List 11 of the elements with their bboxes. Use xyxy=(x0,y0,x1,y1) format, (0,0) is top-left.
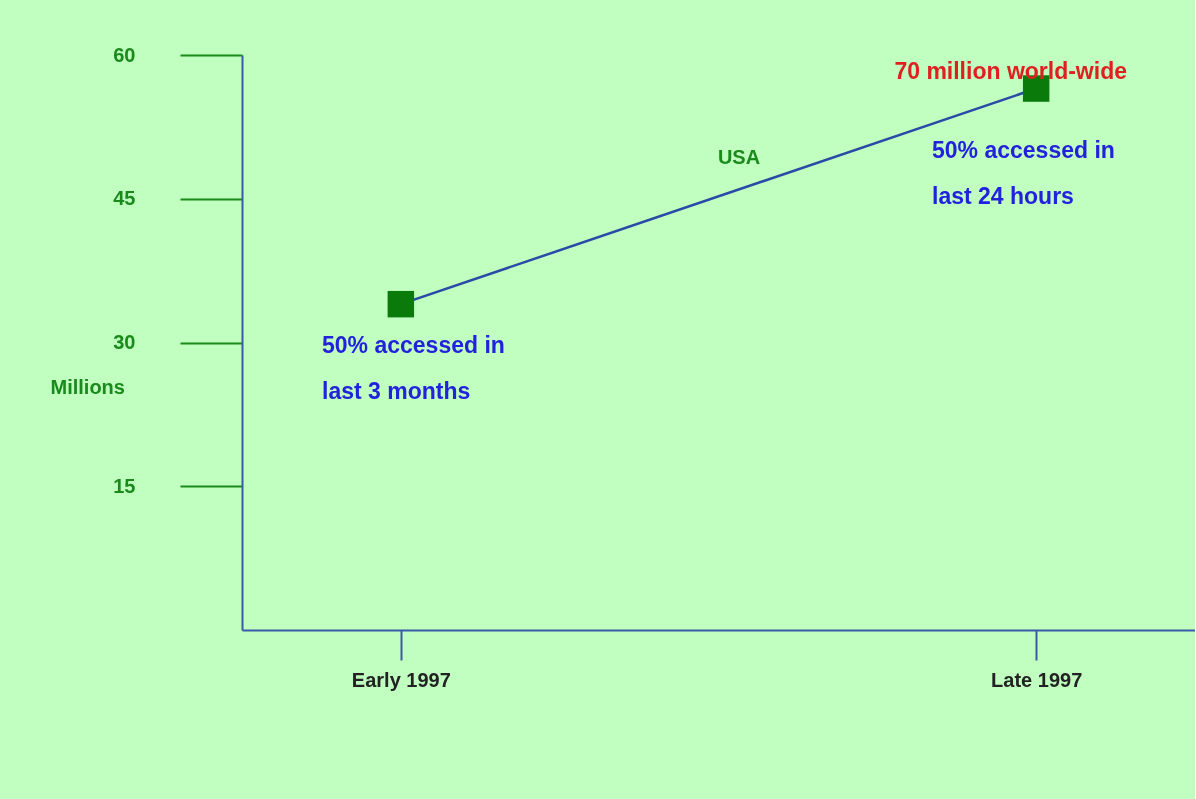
x-tick-label: Late 1997 xyxy=(991,668,1083,691)
annotation: 50% accessed in last 3 months xyxy=(322,332,505,404)
annotation: 50% accessed in last 24 hours xyxy=(932,137,1115,209)
annotation: 70 million world-wide xyxy=(894,58,1127,84)
series-label: USA xyxy=(717,146,761,168)
x-tick-label: Early 1997 xyxy=(351,668,451,691)
y-tick-label: 30 xyxy=(113,331,136,353)
y-axis-title: Millions xyxy=(50,375,125,398)
y-tick-label: 60 xyxy=(113,43,136,66)
y-tick-label: 15 xyxy=(113,474,136,497)
y-tick-label: 45 xyxy=(113,187,136,210)
